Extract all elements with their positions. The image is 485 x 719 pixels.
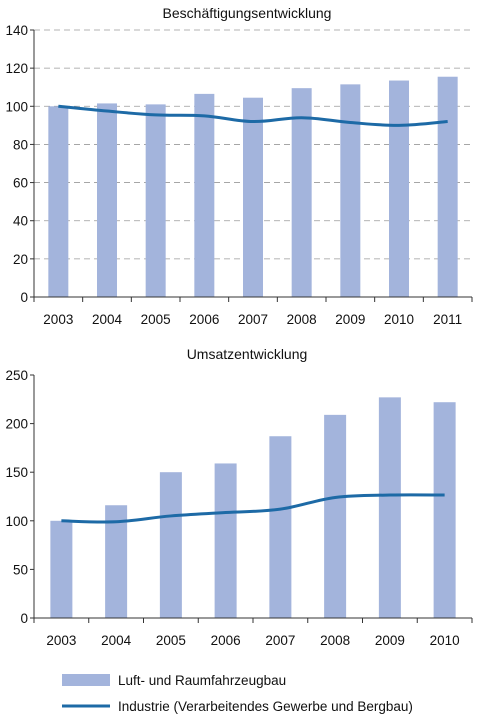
bar (269, 436, 292, 618)
bar (340, 84, 361, 297)
y-tick-label: 60 (13, 176, 28, 191)
y-tick-label: 0 (20, 290, 28, 305)
line-series (58, 104, 448, 127)
y-tick-labels: 0 20 40 60 80 100 120 140 (5, 23, 28, 305)
y-tick-label: 100 (5, 514, 28, 529)
bar (324, 414, 347, 618)
x-tick-label: 2007 (238, 312, 268, 327)
bar-series (48, 76, 458, 298)
x-tick-label: 2005 (156, 633, 186, 648)
axes (30, 29, 473, 302)
y-tick-label: 20 (13, 252, 28, 267)
bar (145, 104, 166, 297)
x-tick-labels: 2003 2004 2005 2006 2007 2008 2009 2010 2011 (43, 312, 462, 327)
bar (433, 402, 456, 618)
bar (48, 106, 69, 298)
x-tick-label: 2004 (101, 633, 132, 648)
x-tick-labels: 2003 2004 2005 2006 2007 2008 2009 2010 (46, 633, 459, 648)
x-tick-label: 2003 (46, 633, 76, 648)
y-tick-label: 0 (20, 611, 28, 626)
x-tick-label: 2007 (265, 633, 295, 648)
line-series (61, 493, 445, 524)
x-tick-label: 2009 (375, 633, 405, 648)
y-tick-label: 50 (13, 562, 28, 577)
legend: Luft- und Raumfahrzeugbau Industrie (Ver… (62, 673, 413, 714)
x-tick-label: 2009 (335, 312, 365, 327)
bar (243, 97, 263, 297)
bar (378, 397, 401, 618)
x-tick-label: 2003 (43, 312, 73, 327)
y-tick-label: 100 (5, 99, 28, 114)
y-tick-label: 140 (5, 23, 28, 38)
series-line (61, 493, 445, 524)
bar (437, 76, 458, 297)
y-tick-label: 150 (5, 465, 28, 480)
bar (105, 505, 128, 618)
x-tick-label: 2004 (92, 312, 123, 327)
bar (50, 520, 73, 618)
x-tick-label: 2010 (384, 312, 414, 327)
bar (194, 93, 215, 297)
y-tick-label: 250 (5, 368, 28, 383)
legend-bar-swatch (62, 674, 110, 686)
y-tick-label: 120 (5, 61, 28, 76)
bar (291, 88, 312, 298)
bar (159, 472, 182, 618)
x-tick-label: 2005 (141, 312, 171, 327)
chart-title: Umsatzentwicklung (187, 346, 308, 362)
bar (214, 463, 237, 618)
series-line (58, 104, 448, 127)
x-tick-label: 2010 (430, 633, 460, 648)
bar (389, 80, 409, 298)
x-tick-label: 2008 (287, 312, 317, 327)
chart-title: Beschäftigungsentwicklung (163, 5, 332, 21)
y-tick-labels: 0 50 100 150 200 250 (5, 368, 28, 626)
employment-chart: Beschäftigungsentwicklung 0 20 40 60 80 100 12… (5, 5, 473, 327)
y-tick-label: 40 (13, 214, 28, 229)
legend-label-bar: Luft- und Raumfahrzeugbau (118, 673, 286, 688)
axes (30, 374, 473, 623)
bar-series (50, 397, 456, 618)
bar (97, 103, 117, 297)
x-tick-label: 2006 (211, 633, 241, 648)
x-tick-label: 2011 (433, 312, 462, 327)
x-tick-label: 2006 (189, 312, 219, 327)
y-tick-label: 200 (5, 417, 28, 432)
legend-label-line: Industrie (Verarbeitendes Gewerbe und Be… (118, 699, 413, 714)
y-tick-label: 80 (13, 137, 28, 152)
x-tick-label: 2008 (320, 633, 350, 648)
